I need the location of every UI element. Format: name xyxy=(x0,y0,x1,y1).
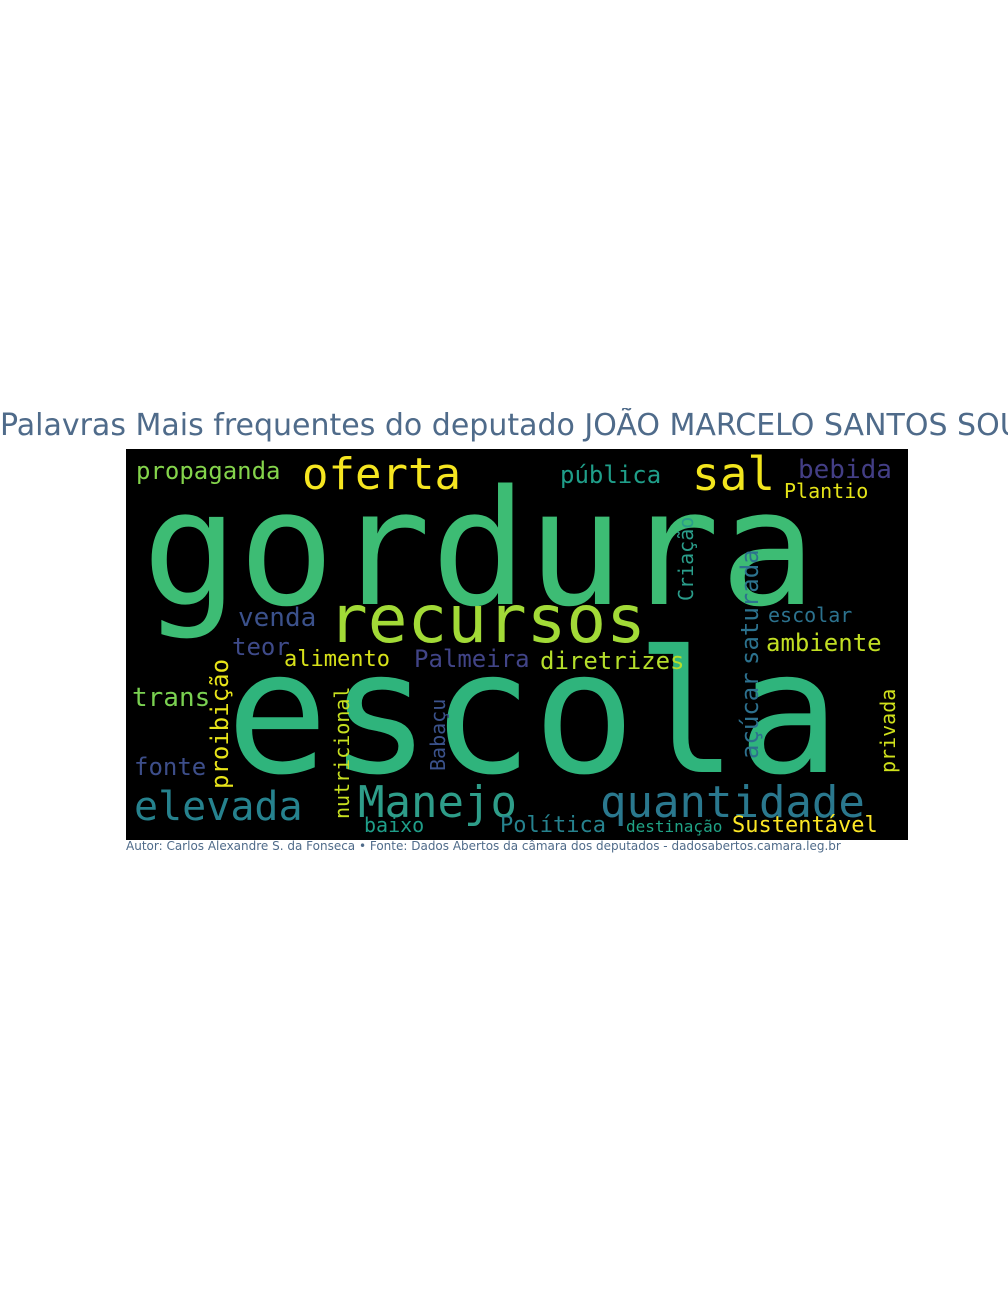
word-proibicao: proibição xyxy=(206,658,234,789)
word-propaganda: propaganda xyxy=(136,457,281,485)
word-sustentavel: Sustentável xyxy=(732,813,878,838)
word-destinacao: destinação xyxy=(626,817,723,836)
word-criacao: Criação xyxy=(674,516,698,601)
word-acucar: açúcar xyxy=(736,672,764,759)
word-escolar: escolar xyxy=(768,603,853,627)
chart-title: Palavras Mais frequentes do deputado JOÃ… xyxy=(0,408,1008,443)
word-venda: venda xyxy=(238,603,317,633)
word-baixo: baixo xyxy=(364,813,425,837)
word-quantidade: quantidade xyxy=(600,777,865,828)
word-babacu: Babaçu xyxy=(426,698,450,771)
word-trans: trans xyxy=(132,683,211,713)
word-oferta: oferta xyxy=(302,449,461,500)
word-diretrizes: diretrizes xyxy=(540,647,685,675)
word-recursos: recursos xyxy=(328,581,646,658)
word-elevada: elevada xyxy=(134,784,303,830)
word-nutricional: nutricional xyxy=(330,686,354,819)
word-escola: escola xyxy=(226,615,841,813)
word-sal: sal xyxy=(692,449,776,501)
word-publica: pública xyxy=(560,461,662,489)
word-cloud: gordura escola recursos quantidade Manej… xyxy=(126,449,908,840)
word-alimento: alimento xyxy=(284,647,390,672)
word-politica: Política xyxy=(500,813,606,838)
word-fonte: fonte xyxy=(134,753,207,781)
caption: Autor: Carlos Alexandre S. da Fonseca • … xyxy=(126,839,841,853)
word-plantio: Plantio xyxy=(784,479,869,503)
word-gordura: gordura xyxy=(142,455,817,642)
word-saturada: saturada xyxy=(736,549,764,665)
word-privada: privada xyxy=(876,688,900,773)
word-manejo: Manejo xyxy=(358,777,517,828)
word-ambiente: ambiente xyxy=(766,629,882,657)
word-palmeira: Palmeira xyxy=(414,645,530,673)
word-bebida: bebida xyxy=(798,455,892,485)
word-teor: teor xyxy=(232,633,290,661)
